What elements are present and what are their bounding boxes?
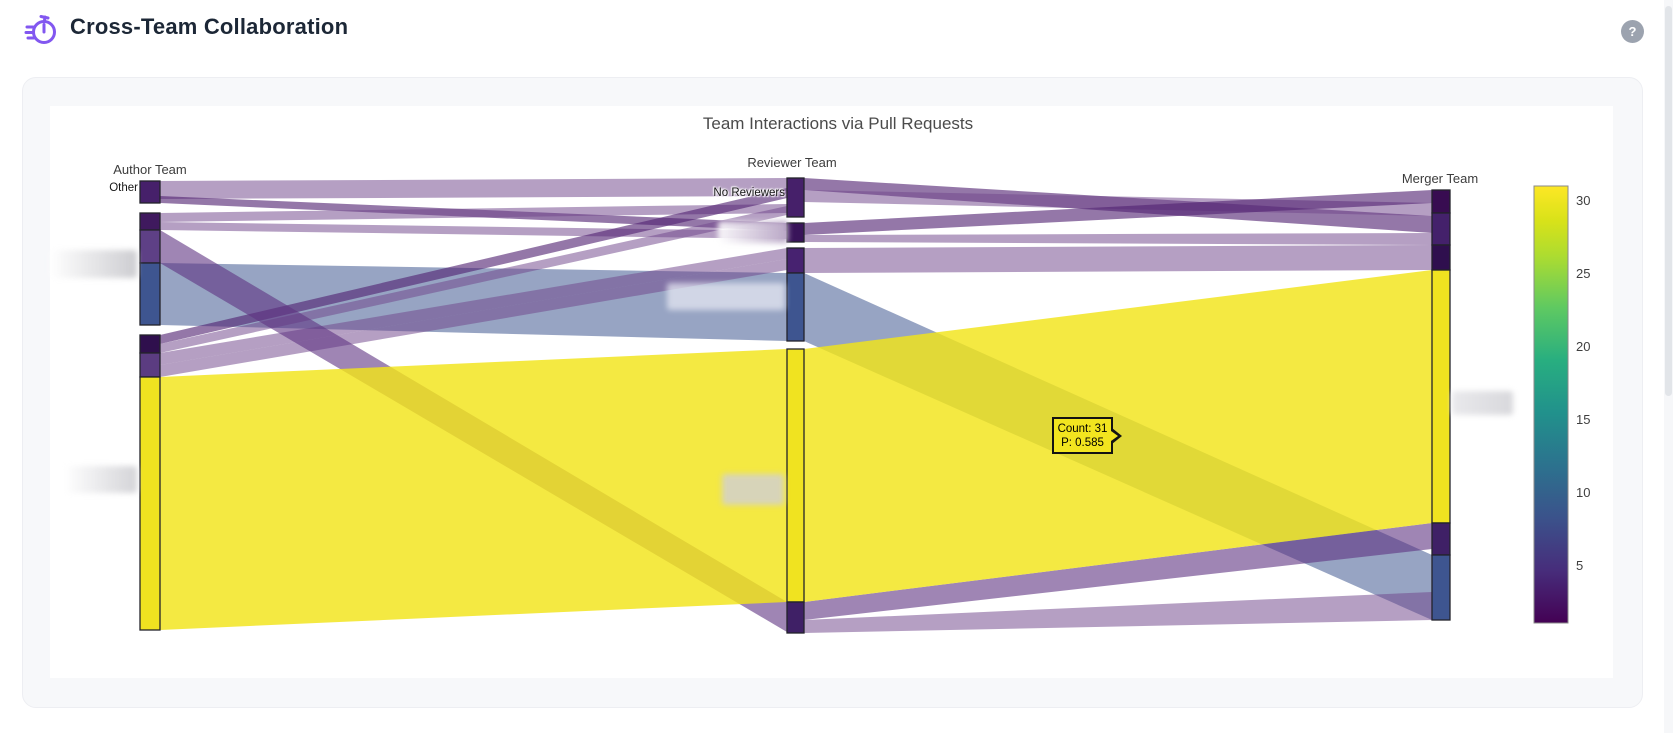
- colorbar-tick-25: 25: [1576, 266, 1591, 281]
- category-bar: [139, 262, 161, 326]
- redacted-label: [722, 474, 784, 505]
- axis-title-merger[interactable]: Merger Team: [1401, 171, 1479, 186]
- category-bar: [139, 376, 161, 631]
- flow-ribbon: [804, 190, 1432, 235]
- category-bar: [139, 229, 161, 264]
- category-bar: [139, 352, 161, 378]
- colorbar-tick-30: 30: [1576, 193, 1591, 208]
- flow-ribbon: [160, 349, 787, 630]
- flow-ribbon: [804, 523, 1432, 620]
- hover-tooltip: Count: 31 P: 0.585: [1052, 417, 1122, 454]
- redacted-label: [718, 221, 788, 243]
- category-bar: [786, 601, 805, 634]
- category-bar: [786, 272, 805, 342]
- redacted-label: [64, 466, 137, 493]
- category-bar: [1431, 554, 1451, 621]
- category-bar: [1431, 189, 1451, 214]
- question-mark-icon: ?: [1628, 24, 1637, 39]
- category-bar: [1431, 269, 1451, 524]
- tooltip-probability: P: 0.585: [1061, 436, 1104, 449]
- colorbar-tick-15: 15: [1576, 412, 1591, 427]
- category-label-other[interactable]: Other: [109, 182, 138, 194]
- category-bar: [139, 212, 161, 231]
- flow-ribbon: [160, 188, 787, 344]
- category-bar: [139, 334, 161, 354]
- flow-ribbon: [804, 592, 1432, 633]
- flow-ribbon: [160, 204, 787, 222]
- category-bar: [786, 177, 805, 218]
- flow-ribbon: [160, 206, 787, 353]
- category-bar: [786, 348, 805, 603]
- category-bar: [139, 180, 161, 204]
- redacted-label: [667, 283, 785, 310]
- category-bar: [1431, 244, 1451, 271]
- category-bar: [786, 222, 805, 243]
- redacted-label: [1452, 391, 1513, 415]
- page-title: Cross-Team Collaboration: [70, 14, 349, 39]
- page-header: Cross-Team Collaboration ?: [0, 0, 1673, 77]
- scrollbar[interactable]: [1664, 0, 1673, 733]
- category-bar: [1431, 212, 1451, 246]
- colorbar-tick-20: 20: [1576, 339, 1591, 354]
- flow-ribbon: [804, 233, 1432, 245]
- axis-title-reviewer[interactable]: Reviewer Team: [747, 155, 837, 170]
- help-button[interactable]: ?: [1621, 20, 1644, 43]
- chart-title: Team Interactions via Pull Requests: [702, 114, 974, 133]
- category-label-no-reviewers[interactable]: No Reviewers: [713, 187, 785, 199]
- scrollbar-thumb[interactable]: [1665, 6, 1672, 396]
- colorbar: [1533, 185, 1569, 624]
- flow-ribbon: [804, 245, 1432, 273]
- redacted-label: [50, 250, 137, 278]
- colorbar-tick-10: 10: [1576, 485, 1591, 500]
- flow-ribbon: [160, 178, 787, 199]
- category-bar: [786, 247, 805, 274]
- colorbar-tick-5: 5: [1576, 558, 1584, 573]
- axis-title-author[interactable]: Author Team: [113, 162, 187, 177]
- tooltip-count: Count: 31: [1057, 422, 1108, 435]
- flow-ribbon: [160, 222, 787, 239]
- stopwatch-icon: [24, 15, 56, 44]
- category-bar: [1431, 522, 1451, 556]
